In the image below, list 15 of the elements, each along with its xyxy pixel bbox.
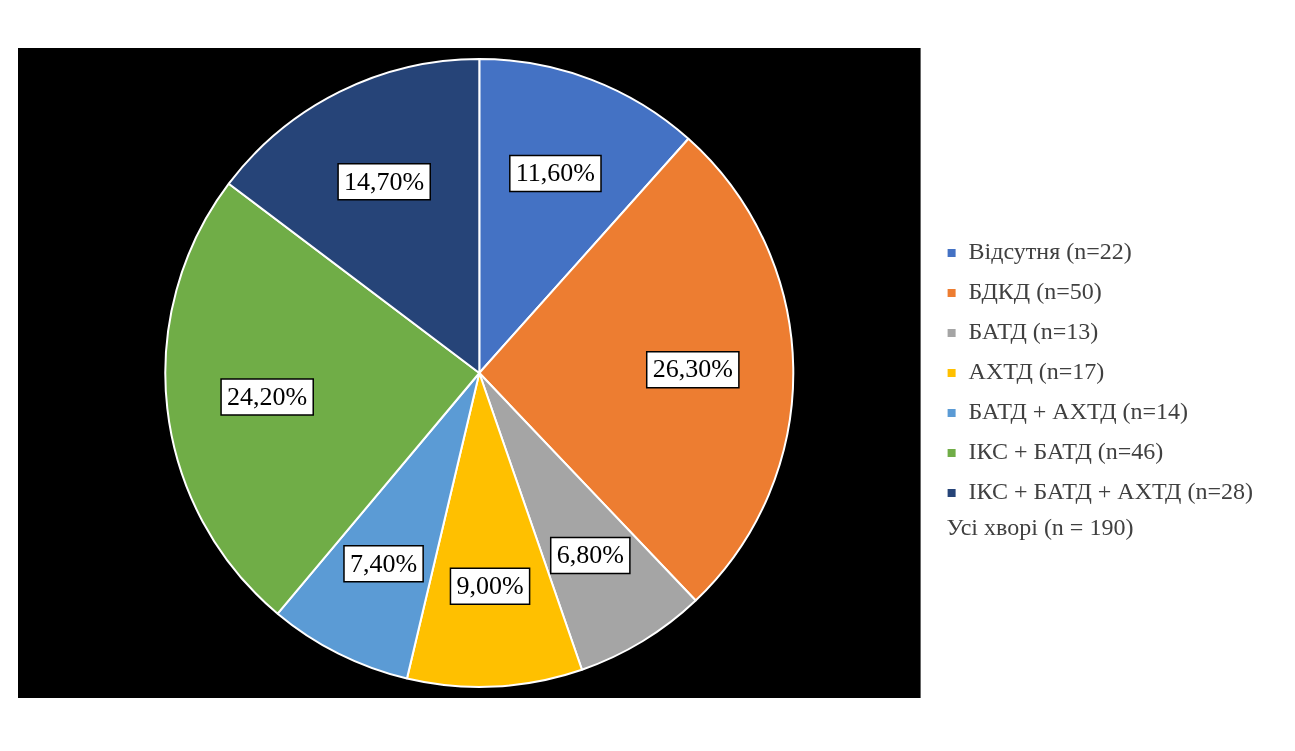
legend-label: ІКС + БАТД (n=46) <box>968 438 1164 465</box>
legend-label: БАТД + АХТД (n=14) <box>968 398 1189 425</box>
data-label: 24,20% <box>227 381 308 411</box>
data-label: 6,80% <box>556 540 624 570</box>
legend-label: ІКС + БАТД + АХТД (n=28) <box>968 478 1253 505</box>
text: Усі хворі (n = 190) <box>946 514 1134 541</box>
data-label: 26,30% <box>652 354 733 384</box>
legend-label: БДКД (n=50) <box>968 278 1102 305</box>
data-label: 7,40% <box>349 548 418 578</box>
legend-label: Відсутня (n=22) <box>968 238 1132 265</box>
legend-label: БАТД (n=13) <box>968 318 1099 345</box>
data-label: 14,70% <box>344 166 425 196</box>
legend-label: АХТД (n=17) <box>968 358 1105 385</box>
data-label: 11,60% <box>515 158 596 188</box>
data-label: 9,00% <box>456 571 524 601</box>
